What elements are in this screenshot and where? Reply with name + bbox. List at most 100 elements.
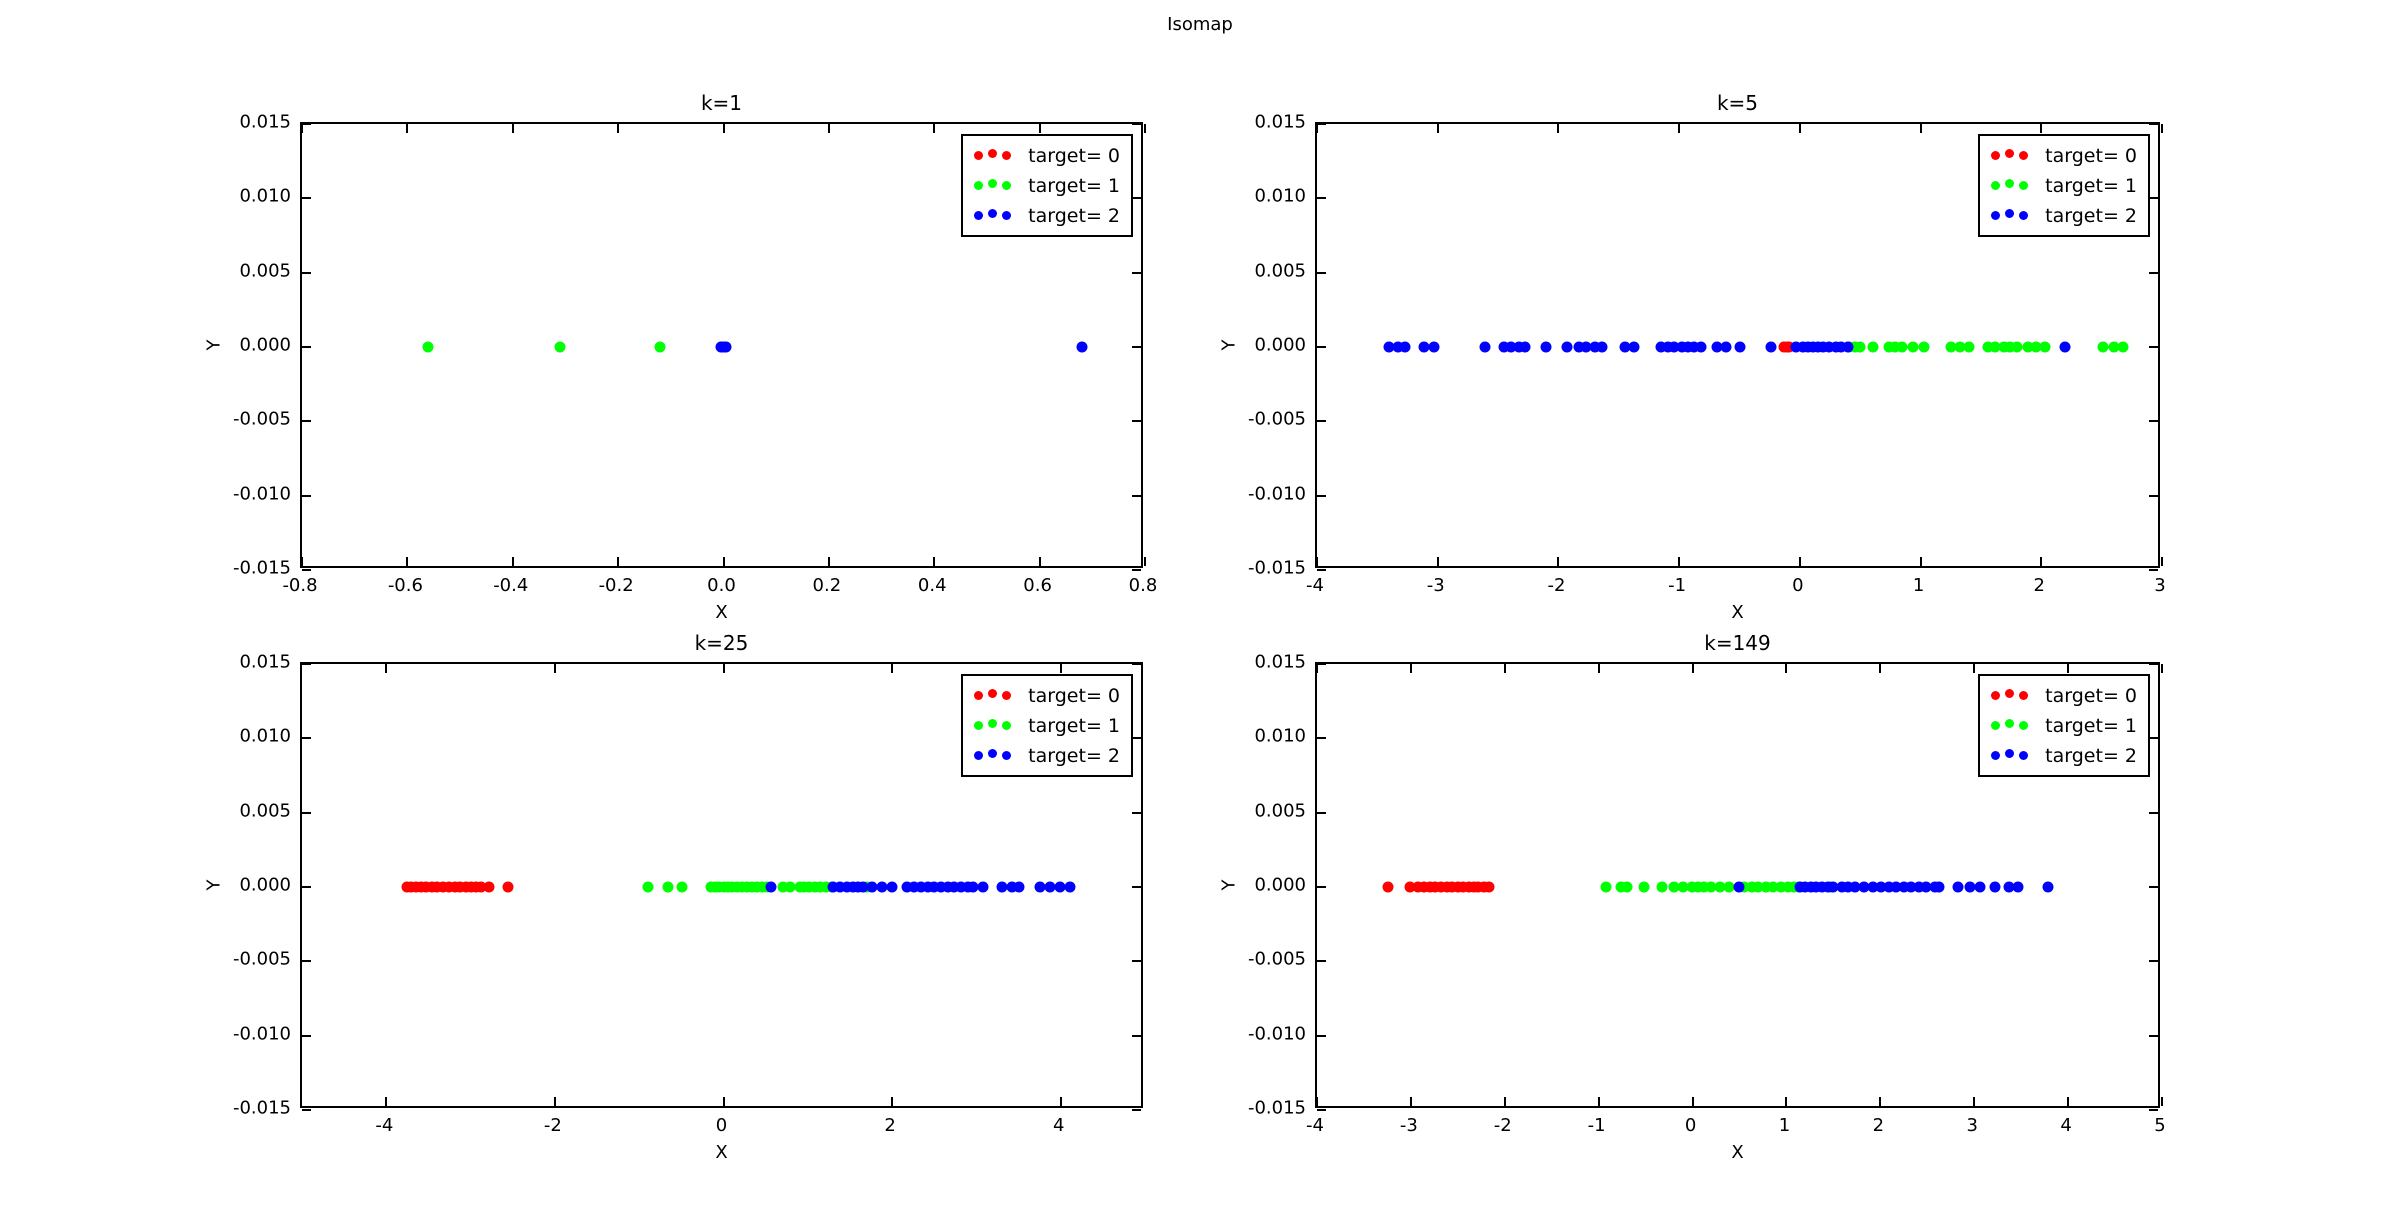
- y-tick-mark: [1317, 420, 1326, 423]
- data-point: [1573, 341, 1585, 353]
- y-tick-label: -0.015: [232, 557, 291, 579]
- legend-marker-dot: [1991, 721, 2001, 730]
- y-tick-mark: [1317, 271, 1326, 274]
- legend-marker: [974, 149, 1012, 160]
- x-tick-label: 5: [2154, 1115, 2166, 1136]
- data-point: [834, 881, 846, 893]
- x-tick-label: -0.2: [598, 575, 634, 596]
- data-point: [1655, 341, 1667, 353]
- y-tick-mark: [1317, 197, 1326, 200]
- data-point: [1952, 881, 1964, 893]
- legend-entry: target= 2: [974, 742, 1120, 769]
- x-tick-label: 3: [2154, 575, 2166, 596]
- x-tick-label: 0.0: [707, 575, 736, 596]
- legend-marker: [974, 719, 1012, 730]
- data-point: [1905, 881, 1917, 893]
- x-tick-label: 0: [715, 1115, 728, 1136]
- data-point: [1483, 881, 1495, 893]
- y-tick-label: 0.000: [239, 334, 291, 356]
- data-point: [1907, 341, 1919, 353]
- x-tick-mark: [1919, 124, 1922, 133]
- y-tick-mark: [1132, 663, 1141, 665]
- legend-entry: target= 2: [974, 202, 1120, 229]
- x-tick-mark: [1436, 124, 1439, 133]
- data-point: [1034, 881, 1046, 893]
- y-axis-label: Y: [1218, 339, 1240, 351]
- x-tick-label: 0.4: [917, 575, 947, 596]
- y-tick-label: -0.005: [1247, 948, 1306, 970]
- data-point: [1767, 881, 1779, 893]
- legend: target= 0 target= 1 target= 2: [1978, 134, 2150, 237]
- y-tick-mark: [302, 811, 311, 814]
- y-axis-label: Y: [1218, 879, 1240, 891]
- y-tick-mark: [1317, 569, 1326, 571]
- legend-marker-dot: [1002, 721, 1012, 730]
- data-point: [1822, 881, 1834, 893]
- legend-marker-dot: [1002, 211, 1012, 220]
- plot-area: target= 0 target= 1 target= 2: [300, 662, 1143, 1111]
- plot-title: k=25: [694, 631, 749, 655]
- data-point: [935, 881, 947, 893]
- data-point: [955, 881, 967, 893]
- legend-marker-dot: [2019, 211, 2029, 220]
- y-tick-mark: [1132, 123, 1141, 125]
- legend-marker-dot: [1991, 751, 2001, 760]
- data-point: [1849, 881, 1861, 893]
- y-tick-mark: [302, 346, 311, 348]
- subplot-k149: k=149 Y X target= 0 target= 1 target= 2 -4…: [1219, 631, 2166, 1163]
- data-point: [443, 881, 455, 893]
- x-tick-mark: [1879, 1097, 1882, 1106]
- subplot-k1: k=1 Y X target= 0 target= 1 target= 2 -0.8…: [204, 91, 1158, 623]
- x-tick-label: 2: [884, 1115, 896, 1136]
- y-tick-label: -0.015: [1247, 1097, 1306, 1119]
- data-point: [996, 881, 1008, 893]
- data-point: [1619, 341, 1631, 353]
- y-tick-mark: [1132, 420, 1141, 423]
- legend-marker: [974, 749, 1012, 760]
- y-tick-label: 0.015: [239, 111, 291, 133]
- data-point: [1827, 881, 1839, 893]
- y-tick-mark: [2149, 569, 2158, 571]
- y-tick-label: 0.000: [1254, 874, 1306, 896]
- data-point: [915, 881, 927, 893]
- data-point: [841, 881, 853, 893]
- y-axis-label: Y: [203, 879, 225, 891]
- data-point: [1662, 341, 1674, 353]
- x-tick-mark: [1059, 1097, 1062, 1106]
- y-tick-label: 0.005: [239, 800, 291, 822]
- y-tick-mark: [302, 663, 311, 665]
- x-tick-mark: [1038, 557, 1041, 566]
- y-axis-label: Y: [203, 339, 225, 351]
- data-point: [437, 881, 449, 893]
- y-tick-mark: [2149, 886, 2158, 888]
- legend-label: target= 0: [1028, 684, 1120, 707]
- y-tick-label: 0.015: [1254, 651, 1306, 673]
- data-point: [1775, 881, 1787, 893]
- legend-marker-dot: [974, 751, 984, 760]
- data-point: [1835, 341, 1847, 353]
- x-tick-mark: [1038, 124, 1041, 133]
- data-point: [1945, 341, 1957, 353]
- x-tick-mark: [2161, 557, 2163, 566]
- legend-label: target= 1: [2045, 714, 2137, 737]
- x-tick-mark: [1597, 664, 1600, 673]
- data-point: [1963, 341, 1975, 353]
- x-tick-mark: [1973, 1097, 1976, 1106]
- x-tick-mark: [511, 557, 514, 566]
- data-point: [483, 881, 495, 893]
- legend-marker-dot: [974, 691, 984, 700]
- y-tick-mark: [302, 569, 311, 571]
- y-tick-mark: [1132, 960, 1141, 963]
- data-point: [1428, 341, 1440, 353]
- data-point: [1688, 341, 1700, 353]
- data-point: [475, 881, 487, 893]
- y-tick-label: 0.010: [239, 725, 291, 747]
- legend-marker-dot: [974, 151, 984, 160]
- x-tick-label: 2: [2033, 575, 2046, 596]
- x-tick-mark: [385, 1097, 388, 1106]
- data-point: [814, 881, 826, 893]
- data-point: [857, 881, 869, 893]
- data-point: [1472, 881, 1484, 893]
- y-tick-label: 0.010: [1254, 725, 1306, 747]
- data-point: [1628, 341, 1640, 353]
